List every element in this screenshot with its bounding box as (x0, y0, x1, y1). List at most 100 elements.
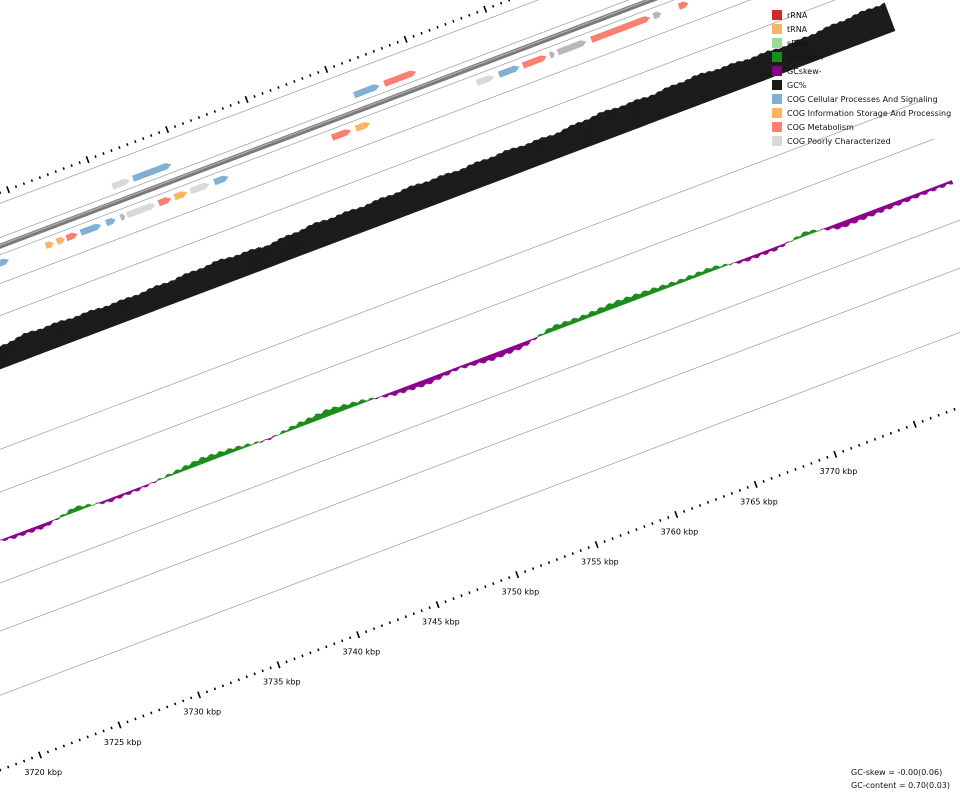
gc-content-bar (673, 84, 686, 111)
gc-content-bar (367, 203, 379, 228)
track-line (0, 0, 675, 256)
gc-content-bar (410, 185, 422, 211)
gc-content-bar (475, 161, 487, 187)
ruler-tick (753, 480, 758, 488)
outer-tick (428, 28, 431, 32)
ruler-tick (158, 708, 161, 712)
gc-skew-bar (728, 263, 732, 266)
ruler-tick (468, 591, 471, 595)
gc-skew-bar (642, 290, 647, 297)
gc-skew-bar (184, 464, 189, 470)
ruler-tick (706, 501, 710, 504)
gc-skew-bar (160, 477, 164, 480)
gc-skew-bar (385, 393, 389, 398)
cds-feature-inner (475, 75, 495, 86)
gc-content-bar (862, 10, 875, 40)
gc-skew-bar (747, 256, 752, 261)
ruler-tick (563, 555, 567, 559)
outer-tick-marks (0, 0, 511, 195)
gc-skew-bar (897, 200, 902, 206)
ruler-tick (587, 546, 590, 549)
ruler-tick (78, 738, 81, 742)
gc-skew-bar (708, 268, 712, 273)
legend-item: GC% (772, 78, 951, 92)
gc-skew-bar (803, 231, 808, 237)
gc-content-bar (846, 17, 859, 46)
gc-skew-bar (716, 265, 720, 270)
gc-content-bar (796, 39, 808, 65)
gc-skew-bar (662, 284, 666, 290)
cds-feature-inner (330, 129, 352, 141)
gc-skew-bar (628, 296, 633, 303)
gc-skew-bar (757, 252, 761, 257)
gc-skew-bar (301, 421, 305, 427)
gc-skew-bar (209, 453, 214, 461)
outer-tick (142, 137, 145, 140)
gc-skew-bar (590, 310, 595, 317)
ruler-tick (476, 588, 479, 592)
gc-skew-bar (474, 359, 478, 365)
ruler-tick (285, 660, 288, 664)
gc-content-bar (608, 109, 621, 136)
gc-skew-bar (482, 356, 487, 364)
gc-skew-bar (933, 186, 938, 191)
gc-content-bar (278, 237, 290, 261)
gc-skew-bar (360, 399, 364, 404)
backbone-line (0, 0, 659, 249)
ruler-tick (770, 476, 773, 480)
gc-content-bar (54, 322, 66, 346)
outer-tick (126, 143, 129, 146)
ruler-tick (730, 492, 734, 495)
gc-skew-bar (555, 323, 560, 330)
gc-skew-bar (526, 340, 530, 345)
gc-content-bar (693, 75, 707, 104)
gc-content-bar (30, 330, 42, 355)
gc-content-bar (759, 52, 772, 79)
gc-skew-bar (404, 386, 408, 392)
gc-skew-bar (607, 303, 612, 310)
gc-content-bar (213, 260, 225, 286)
gc-skew-bar (30, 527, 35, 533)
gc-skew-bar (738, 260, 742, 264)
cds-feature-inner (354, 122, 371, 132)
outer-tick (403, 35, 408, 43)
gc-skew-bar (351, 401, 356, 407)
gc-skew-bar (20, 531, 25, 537)
ruler-tick (460, 594, 463, 598)
gc-content-bar (824, 26, 837, 54)
gc-skew-bar (186, 465, 191, 470)
gc-content-bar (205, 264, 217, 289)
cds-feature-inner (55, 237, 65, 245)
outer-tick (364, 52, 368, 56)
cds-feature-inner (521, 55, 547, 69)
gc-content-bar (288, 234, 299, 258)
gc-content-bar (440, 175, 452, 200)
gc-skew-bar (836, 222, 841, 229)
ruler-tick (953, 407, 956, 411)
gc-content-bar (257, 247, 268, 270)
gc-content-bar (308, 224, 320, 250)
legend-label: COG Metabolism (787, 122, 854, 132)
ruler-tick (651, 522, 654, 525)
gc-content-bar (10, 340, 21, 363)
cds-feature-outer (353, 84, 380, 99)
ruler-tick (341, 639, 344, 643)
gc-content-bar (826, 26, 839, 54)
gc-skew-bar (844, 219, 850, 227)
gc-content-bar (25, 332, 37, 357)
gc-skew-bar (363, 399, 367, 403)
ruler-tick (117, 721, 122, 729)
track-line (0, 0, 539, 204)
gc-content-bar (710, 71, 722, 98)
legend-swatch (772, 24, 782, 34)
cds-feature-outer (383, 70, 417, 87)
gc-content-bar (663, 87, 676, 115)
outer-tick (181, 122, 185, 125)
gc-skew-bar (372, 397, 375, 400)
ruler-tick (364, 630, 368, 634)
gc-skew-bar (245, 443, 249, 448)
gc-content-bar (788, 42, 800, 68)
outer-tick (372, 49, 376, 53)
gc-skew-track (0, 180, 954, 542)
gc-skew-bar (618, 299, 623, 306)
